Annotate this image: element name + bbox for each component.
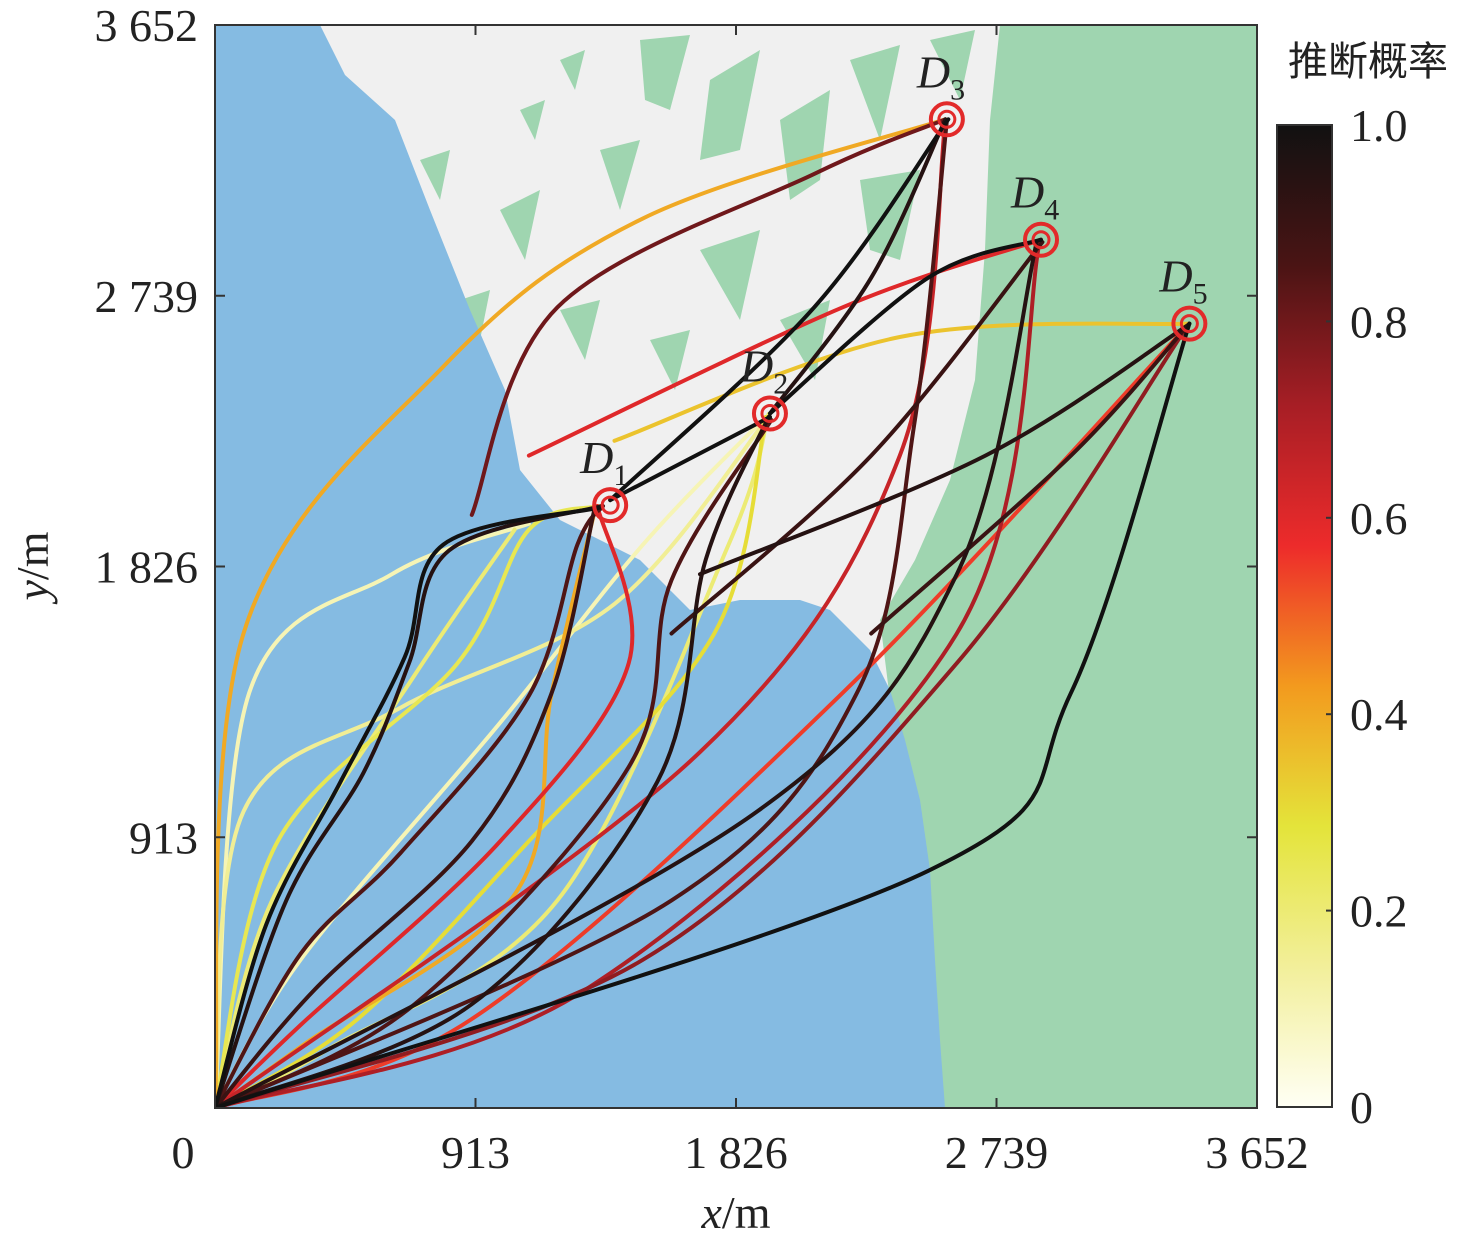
trajectory-to-d3-19 (215, 118, 948, 1108)
trajectory-to-d2-11 (215, 418, 774, 1108)
x-tick-label: 3 652 (1205, 1127, 1309, 1178)
colorbar-tick-label: 0 (1350, 1082, 1373, 1133)
destination-marker-d5 (1171, 305, 1208, 342)
trajectory-to-d3-18 (215, 118, 949, 1108)
destination-marker-inner-d3 (937, 109, 957, 129)
trajectory-to-d5-29 (869, 321, 1192, 636)
destination-marker-d4 (1023, 221, 1060, 258)
destination-marker-inner-d4 (1031, 230, 1051, 250)
y-tick-label: 2 739 (95, 271, 199, 322)
trajectory-to-d4-26 (526, 237, 1043, 458)
trajectory-to-d1-3 (215, 507, 597, 1108)
destinations: D1 D2 D3 D4 D5 (579, 46, 1208, 524)
trajectory-to-d1-6 (215, 504, 603, 1108)
destination-marker-d1 (592, 487, 629, 524)
colorbar-tick-label: 1.0 (1350, 100, 1408, 151)
x-tick-label: 0 (172, 1127, 195, 1178)
trajectory-to-d4-22 (768, 237, 1043, 416)
colorbar-tick-label: 0.8 (1350, 296, 1408, 347)
colorbar: 推断概率 0 0.2 0.4 0.6 0.8 1.0 (1276, 39, 1448, 1133)
x-tick-label: 2 739 (945, 1127, 1049, 1178)
colorbar-tick-label: 0.4 (1350, 689, 1408, 740)
trajectory-to-d1-4 (215, 504, 635, 1108)
y-axis: 913 1 826 2 739 3 652 (95, 0, 1257, 863)
trajectory-to-d5-28 (698, 323, 1190, 577)
trajectory-to-d4-23 (215, 240, 1039, 1108)
trajectory-to-d1-1 (215, 504, 604, 1108)
trajectory-to-d3-20 (215, 117, 948, 1108)
trajectory-to-d1-2 (215, 504, 605, 1108)
y-tick-label: 913 (129, 812, 198, 863)
destination-label-d4: D4 (1010, 167, 1059, 227)
trajectory-to-d2-10 (215, 415, 771, 1108)
destination-marker-inner-d2 (760, 403, 780, 423)
x-axis: 0 913 1 826 2 739 3 652 (172, 25, 1309, 1178)
x-tick-label: 913 (441, 1127, 510, 1178)
y-axis-title: y/m (7, 531, 58, 604)
destination-label-d5: D5 (1158, 251, 1207, 311)
trajectory-to-d2-14 (215, 415, 771, 1108)
destination-label-d2: D2 (739, 340, 788, 400)
trajectory-to-d5-31 (612, 321, 1192, 443)
destination-marker-inner-d1 (600, 495, 620, 515)
trajectory-to-d4-24 (669, 240, 1045, 636)
x-tick-label: 1 826 (684, 1127, 788, 1178)
trajectory-to-d1-0 (215, 505, 603, 1108)
destination-label-d3: D3 (916, 46, 965, 106)
destination-marker-inner-d5 (1179, 314, 1199, 334)
colorbar-tick-label: 0.2 (1350, 886, 1408, 937)
colorbar-gradient (1276, 124, 1333, 1108)
trajectory-to-d3-17 (768, 117, 948, 416)
trajectory-to-d4-25 (215, 240, 1042, 1108)
destination-label-d1: D1 (579, 432, 628, 492)
destination-marker-d2 (751, 395, 788, 432)
trajectories (215, 117, 1192, 1108)
forest-area (880, 25, 1257, 1108)
y-tick-label: 3 652 (95, 0, 199, 51)
destination-marker-d3 (928, 101, 965, 138)
x-axis-title: x/m (701, 1187, 771, 1238)
y-tick-label: 1 826 (95, 542, 199, 593)
colorbar-ticks: 0 0.2 0.4 0.6 0.8 1.0 (1326, 100, 1408, 1133)
colorbar-tick-label: 0.6 (1350, 493, 1408, 544)
colorbar-title: 推断概率 (1288, 39, 1448, 85)
trajectory-to-d5-27 (215, 321, 1192, 1108)
trajectory-to-d3-21 (469, 117, 948, 517)
trajectory-to-d5-30 (215, 323, 1190, 1108)
trajectory-to-d3-16 (608, 117, 951, 503)
